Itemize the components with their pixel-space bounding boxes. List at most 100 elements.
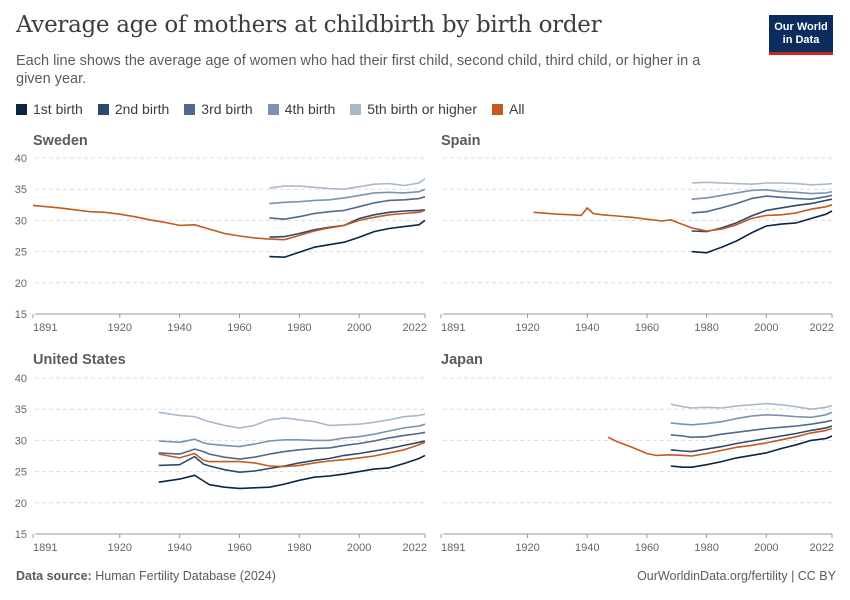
x-tick-label: 1920 [515,322,539,334]
y-tick-label: 25 [15,467,27,479]
y-tick-label: 40 [15,153,27,165]
legend-label: All [508,101,525,117]
series-line-all [607,427,833,457]
x-tick-label: 1920 [108,542,132,554]
x-tick-label: 2000 [347,322,371,334]
x-tick-label: 1940 [575,542,599,554]
legend-item-2nd-birth[interactable]: 2nd birth [97,101,170,117]
panel-united-states: United States 15 20 25 30 35 40 1891 1920 1940 196… [15,352,427,554]
chart-subtitle: Each line shows the average age of women… [16,53,701,87]
data-source-label: Data source: [16,569,92,583]
series-line-4th-birth [269,188,426,205]
legend-swatch [16,103,27,115]
x-tick-label: 1960 [227,322,251,334]
y-tick-label: 20 [15,278,27,290]
y-tick-label: 30 [15,215,27,227]
legend-item-3rd-birth[interactable]: 3rd birth [184,101,253,117]
y-tick-label: 15 [15,309,27,321]
series-line-2nd-birth [691,198,833,233]
series-line-1st-birth [670,435,833,468]
x-tick-label: 1960 [635,322,659,334]
logo-line-1: Our World [774,21,828,33]
x-tick-label: 2000 [347,542,371,554]
x-tick-label: 1891 [441,542,465,554]
series-line-4th-birth [670,411,833,426]
x-tick-label: 1980 [287,542,311,554]
x-tick-label: 1980 [287,322,311,334]
legend-swatch [491,103,503,115]
legend-swatch [97,103,109,115]
x-tick-label: 2022 [810,322,834,334]
series-line-5th-birth-or-higher [269,177,426,190]
data-source: Data source: Human Fertility Database (2… [16,569,276,583]
series-line-all [32,204,426,241]
logo-line-2: in Data [782,33,820,46]
y-tick-label: 30 [15,435,27,447]
series-line-2nd-birth [158,440,426,473]
legend-swatch [267,103,279,115]
x-tick-label: 2022 [403,322,427,334]
series-line-all [158,441,426,468]
x-tick-label: 1891 [441,322,465,334]
series-line-3rd-birth [691,194,833,214]
data-source-text[interactable]: Human Fertility Database (2024) [95,569,276,583]
legend-label: 3rd birth [201,101,253,117]
series-line-4th-birth [158,423,426,448]
legend-label: 4th birth [284,101,336,117]
panel-sweden: Sweden 15 20 25 30 35 40 1891 1920 1940 1960 1980 20… [15,133,427,334]
x-tick-label: 1891 [33,322,57,334]
x-tick-label: 2000 [754,542,778,554]
series-line-2nd-birth [670,425,833,453]
series-line-4th-birth [691,189,833,200]
series-line-5th-birth-or-higher [158,411,426,429]
panel-spain: Spain 1891 1920 1940 1960 1980 2000 2022 [440,133,834,334]
panel-japan: Japan 1891 1920 1940 1960 1980 2000 2022 [440,352,834,554]
x-tick-label: 1940 [575,322,599,334]
chart-title: Average age of mothers at childbirth by … [16,12,602,38]
panel-title: Sweden [33,133,88,149]
y-tick-label: 25 [15,247,27,259]
legend-item-1st-birth[interactable]: 1st birth [16,101,83,117]
y-tick-label: 40 [15,373,27,385]
panel-title: Japan [441,352,483,368]
legend: 1st birth 2nd birth 3rd birth 4th birth … [16,101,525,117]
x-tick-label: 1960 [227,542,251,554]
license-link[interactable]: OurWorldinData.org/fertility | CC BY [637,569,836,583]
legend-label: 1st birth [33,101,83,117]
x-tick-label: 2022 [810,542,834,554]
series-line-5th-birth-or-higher [670,402,833,410]
series-line-1st-birth [269,219,426,258]
legend-label: 5th birth or higher [367,101,477,117]
legend-item-4th-birth[interactable]: 4th birth [267,101,336,117]
series-line-1st-birth [158,454,426,490]
y-tick-label: 15 [15,529,27,541]
legend-swatch [184,103,196,115]
x-tick-label: 1920 [108,322,132,334]
x-tick-label: 1940 [167,542,191,554]
series-line-2nd-birth [269,209,426,238]
legend-item-5th-birth-or-higher[interactable]: 5th birth or higher [350,101,477,117]
x-tick-label: 1980 [694,542,718,554]
series-line-all [533,204,833,232]
x-tick-label: 1891 [33,542,57,554]
x-tick-label: 1960 [635,542,659,554]
x-tick-label: 2022 [403,542,427,554]
y-tick-label: 35 [15,404,27,416]
owid-logo[interactable]: Our World in Data [769,15,833,55]
legend-swatch [350,103,362,115]
series-line-3rd-birth [269,195,426,220]
legend-item-all[interactable]: All [491,101,525,117]
series-line-3rd-birth [158,431,426,460]
x-tick-label: 1920 [515,542,539,554]
series-line-1st-birth [691,210,833,254]
x-tick-label: 1940 [167,322,191,334]
series-line-5th-birth-or-higher [691,181,833,186]
y-tick-label: 35 [15,184,27,196]
panel-title: United States [33,352,126,368]
panel-title: Spain [441,133,480,149]
x-tick-label: 1980 [694,322,718,334]
legend-label: 2nd birth [114,101,170,117]
series-line-3rd-birth [670,419,833,439]
y-tick-label: 20 [15,498,27,510]
